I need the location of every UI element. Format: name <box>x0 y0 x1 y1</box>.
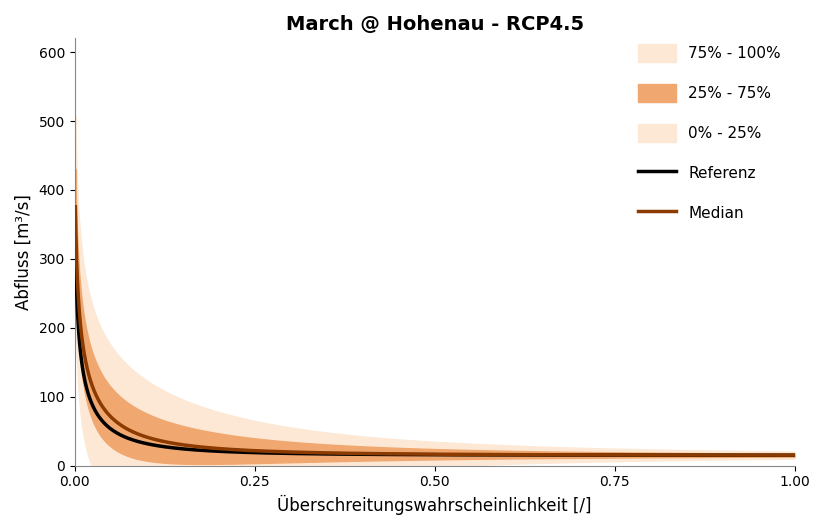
Y-axis label: Abfluss [m³/s]: Abfluss [m³/s] <box>15 194 33 310</box>
Legend: 75% - 100%, 25% - 75%, 0% - 25%, Referenz, Median: 75% - 100%, 25% - 75%, 0% - 25%, Referen… <box>632 38 787 228</box>
Title: March @ Hohenau - RCP4.5: March @ Hohenau - RCP4.5 <box>285 15 584 34</box>
X-axis label: Überschreitungswahrscheinlichkeit [/]: Überschreitungswahrscheinlichkeit [/] <box>277 495 592 515</box>
